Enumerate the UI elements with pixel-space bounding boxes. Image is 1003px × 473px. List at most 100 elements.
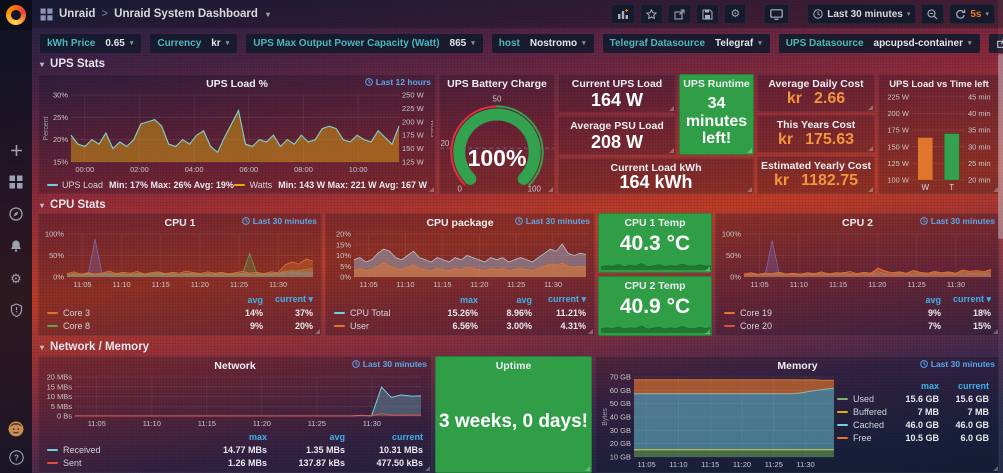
panel-title[interactable]: Network [214, 360, 256, 372]
cpu-package-legend[interactable]: max avg current ▾ CPU Total 15.26% 8.96% 11.21… [334, 293, 586, 332]
variable-kwh-price[interactable]: kWh Price 0.65 ▾ [40, 33, 142, 53]
legend-row[interactable]: Buffered 7 MB 7 MB [837, 405, 989, 418]
panel-title[interactable]: UPS Battery Charge [447, 78, 547, 90]
network-legend[interactable]: max avg current Received 14.77 MBs 1.35 MBs 10… [47, 430, 423, 469]
panel-title[interactable]: CPU 2 [842, 217, 873, 229]
settings-button[interactable]: ⚙ [724, 4, 747, 24]
variable-currency[interactable]: Currency kr ▾ [150, 33, 238, 53]
user-avatar[interactable] [8, 421, 24, 437]
panel-title[interactable]: Estimated Yearly Cost [760, 160, 872, 172]
time-range-picker[interactable]: Last 30 minutes ▾ [807, 4, 917, 24]
stat-value: kr 1182.75 [773, 172, 859, 190]
variable-ups-max-output[interactable]: UPS Max Output Power Capacity (Watt) 865 ▾ [246, 33, 483, 53]
panel-current-load-kwh: Current Load kWh 164 kWh [558, 158, 754, 194]
variable-host[interactable]: host Nostromo ▾ [491, 33, 594, 53]
svg-text:11:10: 11:10 [113, 280, 131, 289]
variable-telegraf-datasource[interactable]: Telegraf Datasource Telegraf ▾ [602, 33, 770, 53]
legend-row[interactable]: Used 15.6 GB 15.6 GB [837, 392, 989, 405]
legend-row[interactable]: Received 14.77 MBs 1.35 MBs 10.31 MBs [47, 443, 423, 456]
star-button[interactable] [640, 4, 664, 24]
svg-text:11:15: 11:15 [829, 280, 847, 289]
row-header-network-memory[interactable]: ▾ Network / Memory [40, 341, 150, 353]
grafana-logo[interactable] [0, 0, 32, 30]
row-header-ups-stats[interactable]: ▾ UPS Stats [40, 58, 105, 70]
legend-row[interactable]: Cached 46.0 GB 46.0 GB [837, 418, 989, 431]
legend-row[interactable]: User 6.56% 3.00% 4.31% [334, 319, 586, 332]
svg-text:10 GB: 10 GB [610, 453, 631, 462]
zoom-out-button[interactable] [921, 4, 945, 24]
save-button[interactable] [696, 4, 720, 24]
svg-text:175 W: 175 W [887, 126, 910, 135]
panel-timerange[interactable]: Last 12 hours [364, 77, 431, 87]
dashboards-icon[interactable] [8, 174, 24, 190]
share-button[interactable] [668, 4, 692, 24]
panel-title[interactable]: Memory [777, 360, 818, 372]
legend-row[interactable]: Core 3 14% 37% [47, 306, 313, 319]
panel-estimated-yearly-cost: Estimated Yearly Cost kr 1182.75 [757, 156, 875, 194]
panel-title[interactable]: Average PSU Load [570, 120, 664, 132]
legend-row[interactable]: Free 10.5 GB 6.0 GB [837, 431, 989, 444]
memory-legend[interactable]: max current Used 15.6 GB 15.6 GB Buffered 7 MB… [837, 379, 989, 444]
refresh-button[interactable]: 5s ▾ [949, 4, 995, 24]
chevron-down-icon: ▾ [40, 200, 45, 210]
panel-title[interactable]: This Years Cost [776, 119, 856, 131]
panel-title[interactable]: Current UPS Load [571, 78, 663, 90]
stat-value: 40.9 °C [619, 295, 691, 318]
row-header-cpu-stats[interactable]: ▾ CPU Stats [40, 199, 106, 211]
panel-timerange[interactable]: Last 30 minutes [919, 216, 995, 226]
breadcrumb-dashboard-title[interactable]: Unraid System Dashboard [114, 8, 258, 20]
ups-load-legend[interactable]: UPS Load Min: 17% Max: 26% Avg: 19% Watts M… [47, 180, 427, 190]
svg-text:11:05: 11:05 [73, 280, 91, 289]
variable-ups-datasource[interactable]: UPS Datasource apcupsd-container ▾ [778, 33, 980, 53]
tv-mode-button[interactable] [764, 4, 790, 24]
svg-text:11:15: 11:15 [433, 280, 451, 289]
svg-text:50: 50 [493, 94, 502, 103]
panel-current-ups-load: Current UPS Load 164 W [558, 74, 676, 113]
server-admin-shield-icon[interactable] [8, 302, 24, 318]
panel-title[interactable]: UPS Load vs Time left [889, 78, 989, 90]
panel-title[interactable]: Uptime [495, 360, 532, 372]
legend-row[interactable]: Core 20 7% 15% [724, 319, 991, 332]
panel-title[interactable]: UPS Load % [206, 78, 268, 90]
legend-row[interactable]: Core 19 9% 18% [724, 306, 991, 319]
panel-title[interactable]: UPS Runtime [683, 78, 750, 90]
cpu2-chart: 0% 50% 100% 11:05 11:10 11:15 11:20 11:25 11:30 [722, 230, 992, 289]
panel-timerange[interactable]: Last 30 minutes [241, 216, 317, 226]
panel-timerange[interactable]: Last 30 minutes [351, 359, 427, 369]
panel-title[interactable]: Average Daily Cost [768, 78, 864, 90]
help-icon[interactable]: ? [8, 449, 24, 465]
cpu-package-chart: 0% 5% 10% 15%20% 11:05 11:10 11:15 11:20 11:25 11… [336, 230, 587, 289]
configuration-gear-icon[interactable]: ⚙ [10, 270, 22, 286]
svg-text:Watts: Watts [429, 120, 433, 138]
breadcrumb-caret-icon[interactable]: ▾ [265, 9, 270, 19]
add-panel-button[interactable] [611, 4, 636, 24]
panel-title[interactable]: Current Load kWh [610, 162, 702, 174]
svg-text:20 GB: 20 GB [610, 439, 631, 448]
clock-icon [919, 360, 928, 368]
cpu1-legend[interactable]: avg current ▾ Core 3 14% 37% Core 8 9% 20% [47, 293, 313, 332]
caret-down-icon: ▾ [129, 40, 134, 47]
scrollbar-thumb[interactable] [998, 54, 1003, 239]
refresh-icon [956, 9, 966, 19]
panel-title[interactable]: CPU package [426, 217, 494, 229]
panel-title[interactable]: CPU 1 Temp [624, 217, 686, 229]
panel-timerange[interactable]: Last 30 minutes [919, 359, 995, 369]
explore-compass-icon[interactable] [8, 206, 24, 222]
cpu2-legend[interactable]: avg current ▾ Core 19 9% 18% Core 20 7% 15% [724, 293, 991, 332]
svg-text:0%: 0% [730, 273, 741, 282]
panel-title[interactable]: CPU 2 Temp [624, 280, 686, 292]
panel-cpu2: CPU 2 Last 30 minutes 0% 50% 100% 11:05 11:1… [715, 213, 1000, 336]
ups-load-chart: 15% 20% 25% 30% 125 W 150 W 175 W 200 W 225 W 250… [43, 91, 433, 174]
svg-text:125 W: 125 W [402, 158, 425, 167]
alerting-bell-icon[interactable] [8, 238, 24, 254]
panel-timerange[interactable]: Last 30 minutes [514, 216, 590, 226]
legend-row[interactable]: CPU Total 15.26% 8.96% 11.21% [334, 306, 586, 319]
panel-title[interactable]: CPU 1 [164, 217, 196, 229]
legend-row[interactable]: Core 8 9% 20% [47, 319, 313, 332]
legend-entry[interactable]: UPS Load Min: 17% Max: 26% Avg: 19% [47, 180, 234, 190]
svg-text:?: ? [13, 452, 18, 462]
add-icon[interactable] [8, 142, 24, 158]
breadcrumb-folder[interactable]: Unraid [59, 8, 96, 20]
legend-row[interactable]: Sent 1.26 MBs 137.87 kBs 477.50 kBs [47, 456, 423, 469]
legend-entry[interactable]: Watts Min: 143 W Max: 221 W Avg: 167 W [234, 180, 427, 190]
